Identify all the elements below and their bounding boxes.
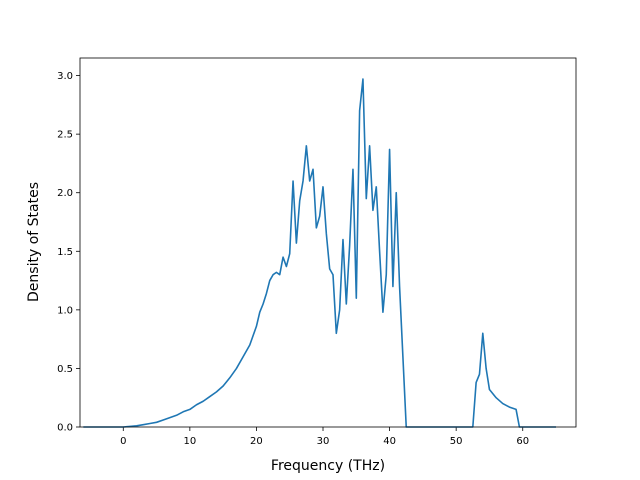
x-tick-label: 10 (183, 436, 196, 447)
y-axis-label: Density of States (26, 182, 42, 302)
y-tick-label: 0.5 (57, 364, 73, 375)
x-axis-label: Frequency (THz) (271, 458, 385, 474)
x-tick-label: 40 (383, 436, 396, 447)
y-tick-label: 2.0 (57, 188, 73, 199)
plot-background (80, 58, 576, 427)
x-tick-label: 30 (317, 436, 330, 447)
y-tick-label: 0.0 (57, 423, 73, 434)
series-line (83, 78, 557, 428)
y-tick-label: 1.0 (57, 305, 73, 316)
y-tick-label: 1.5 (57, 247, 73, 258)
x-tick-label: 60 (516, 436, 529, 447)
ticks-layer: 0 10 20 30 40 50 60 0.0 0.5 1.0 1.5 2.0 2.5 3.0 (57, 71, 529, 447)
plot-frame (79, 57, 577, 428)
x-tick-label: 20 (250, 436, 263, 447)
y-tick-label: 2.5 (57, 130, 73, 141)
x-tick-label: 50 (450, 436, 463, 447)
x-tick-label: 0 (120, 436, 126, 447)
y-tick-label: 3.0 (57, 71, 73, 82)
